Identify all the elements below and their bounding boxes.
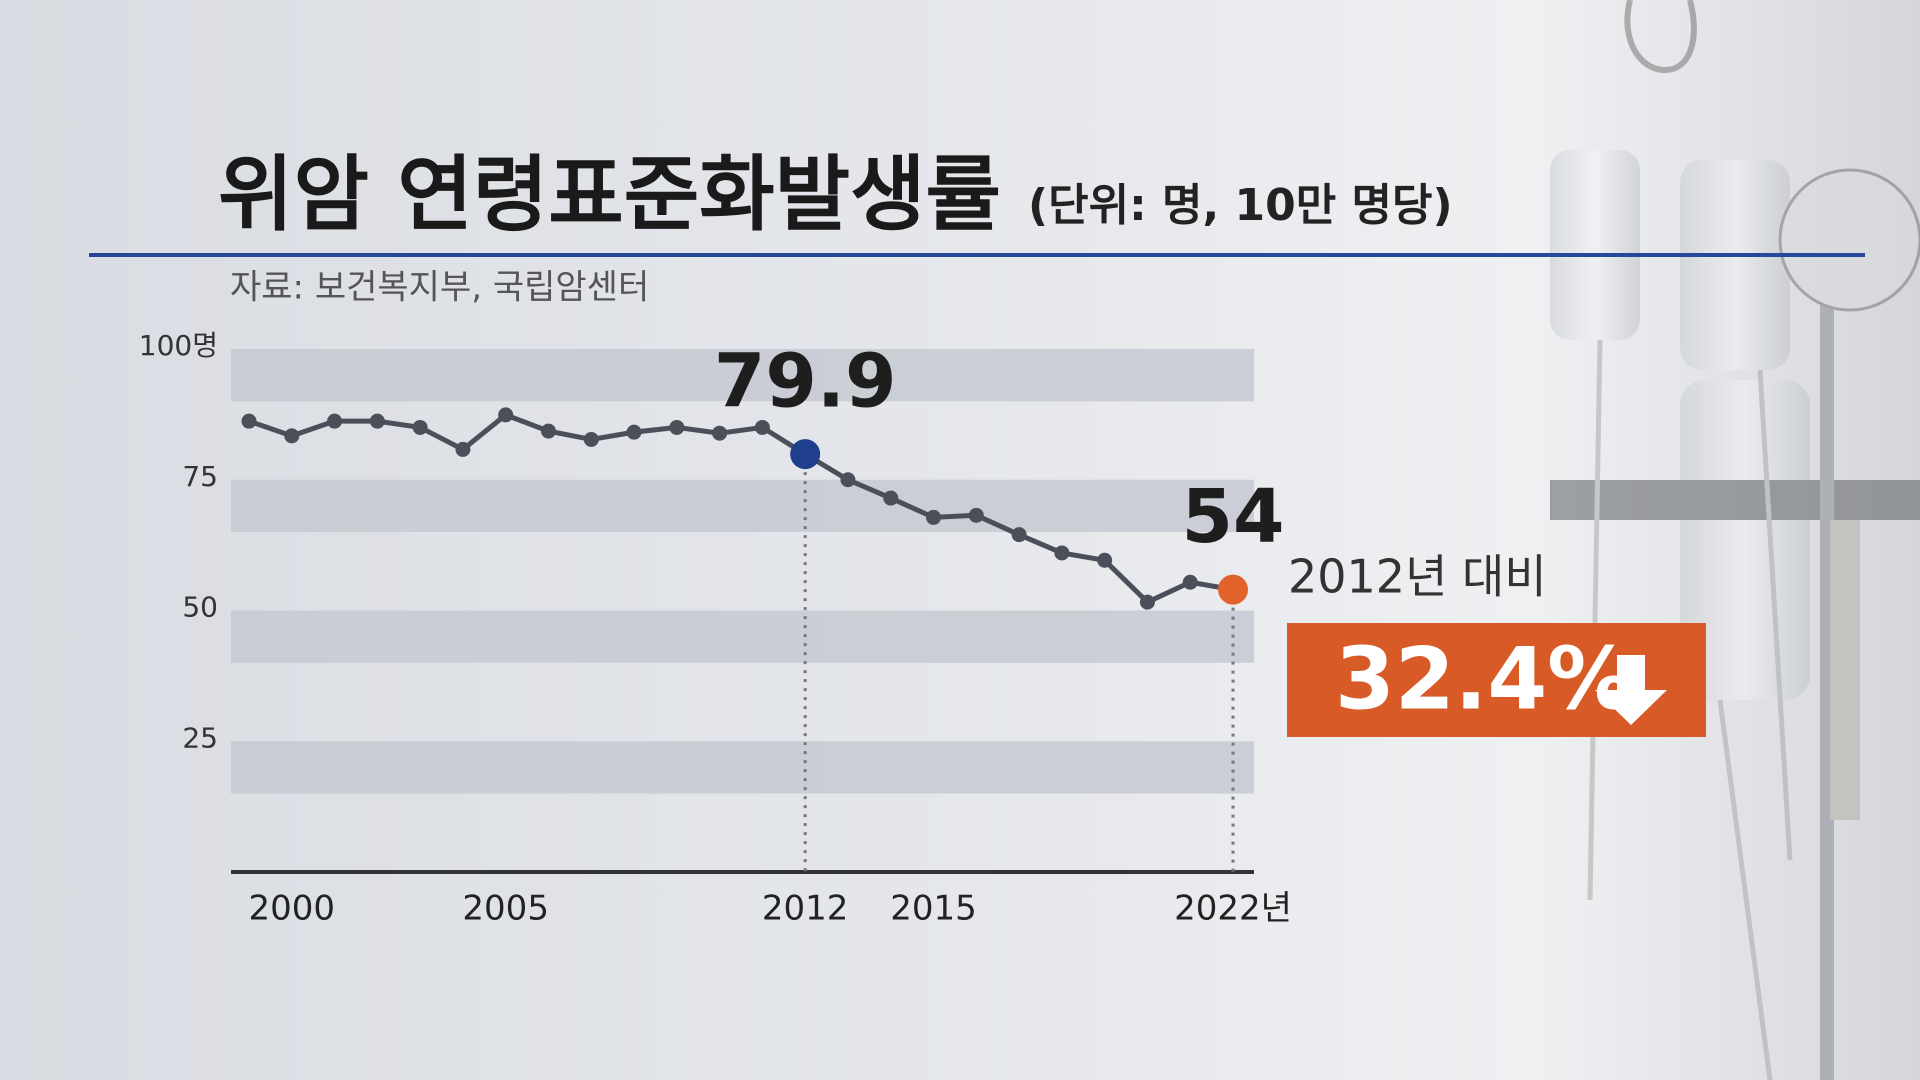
- source: 자료: 보건복지부, 국립암센터: [230, 268, 649, 308]
- grid-band: [231, 610, 1254, 663]
- data-point: [498, 407, 514, 423]
- data-point: [1097, 552, 1113, 568]
- y-tick-label: 100명: [139, 329, 218, 362]
- data-point: [284, 428, 300, 444]
- y-tick-label: 75: [182, 460, 218, 493]
- data-point: [754, 419, 770, 435]
- down-arrow: [1595, 655, 1667, 725]
- chart-title: 위암 연령표준화발생률: [218, 147, 1001, 242]
- x-tick-label: 2000: [249, 889, 336, 929]
- data-point: [1139, 594, 1155, 610]
- data-point: [669, 419, 685, 435]
- x-tick-label: 2015: [890, 889, 977, 929]
- highlight-point: [790, 439, 821, 470]
- data-point: [1054, 545, 1070, 561]
- grid-band: [231, 741, 1254, 794]
- highlight-point: [1218, 574, 1248, 605]
- data-label: 54: [1182, 474, 1285, 560]
- data-point: [1182, 574, 1198, 590]
- data-point: [412, 419, 428, 435]
- change-value: 32.4%: [1335, 629, 1633, 729]
- data-point: [1011, 527, 1027, 543]
- background-photo: [1550, 0, 1920, 1080]
- data-point: [712, 425, 728, 441]
- grid-band: [231, 479, 1254, 533]
- y-tick-label: 25: [182, 721, 218, 754]
- chart-subtitle: (단위: 명, 10만 명당): [1028, 180, 1453, 231]
- x-tick-label: 2022년: [1174, 889, 1292, 929]
- grid-band: [231, 349, 1254, 402]
- y-tick-label: 50: [182, 591, 218, 624]
- data-point: [455, 441, 471, 457]
- data-point: [369, 413, 385, 429]
- data-point: [968, 507, 984, 523]
- title-rule: [89, 253, 1865, 257]
- data-point: [926, 509, 942, 525]
- data-point: [583, 431, 599, 447]
- x-tick-label: 2005: [462, 889, 549, 929]
- data-point: [327, 413, 343, 429]
- data-point: [840, 472, 856, 488]
- data-label: 79.9: [714, 339, 897, 425]
- data-point: [540, 423, 556, 439]
- data-point: [241, 413, 257, 429]
- annotation: 2012년 대비: [1288, 550, 1547, 604]
- x-tick-label: 2012: [762, 889, 849, 929]
- data-point: [626, 424, 642, 440]
- data-point: [883, 490, 899, 506]
